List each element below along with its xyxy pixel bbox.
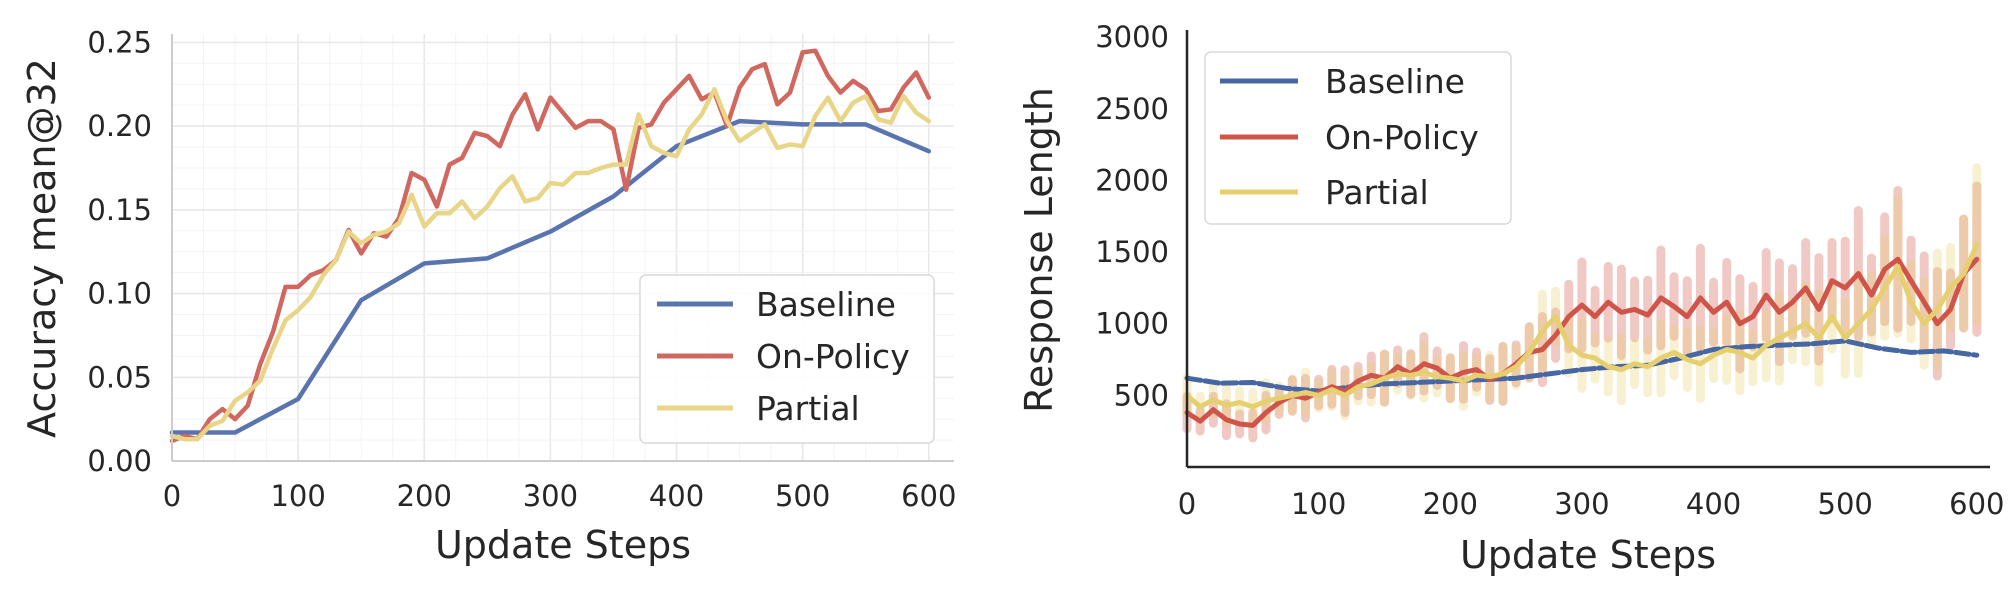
right-series-line-partial bbox=[1184, 242, 1980, 410]
left-series-line-baseline bbox=[169, 118, 932, 435]
left-y-tick-label: 0.20 bbox=[87, 109, 152, 143]
left-legend-label-baseline: Baseline bbox=[756, 285, 896, 324]
right-y-tick-label: 2500 bbox=[1095, 92, 1169, 126]
right-legend-box bbox=[1204, 51, 1512, 225]
right-legend-label-baseline: Baseline bbox=[1325, 62, 1465, 101]
left-y-tick-label: 0.15 bbox=[87, 193, 152, 227]
left-legend: Baseline On-Policy Partial bbox=[639, 274, 935, 444]
right-legend-label-partial: Partial bbox=[1325, 173, 1429, 212]
left-series-line-on-policy bbox=[169, 48, 932, 444]
left-x-tick-label: 300 bbox=[523, 479, 578, 513]
right-series-lines bbox=[1184, 242, 1980, 428]
left-legend-label-on-policy: On-Policy bbox=[756, 337, 910, 376]
left-x-tick-label: 600 bbox=[901, 479, 956, 513]
left-y-axis-title: Accuracy mean@32 bbox=[20, 58, 64, 438]
left-y-tick-labels: 0.00 0.05 0.10 0.15 0.20 0.25 bbox=[87, 25, 152, 478]
right-legend-label-on-policy: On-Policy bbox=[1325, 118, 1479, 157]
left-x-tick-label: 200 bbox=[397, 479, 452, 513]
right-y-axis-title: Response Length bbox=[1017, 87, 1061, 413]
right-y-tick-label: 1500 bbox=[1095, 235, 1169, 269]
left-legend-box bbox=[639, 274, 935, 444]
accuracy-chart: 0 100 200 300 400 500 600 0.00 0.05 0.10 0.15 0.20… bbox=[20, 25, 956, 567]
right-x-axis-title: Update Steps bbox=[1460, 533, 1716, 577]
left-x-axis-title: Update Steps bbox=[435, 523, 691, 567]
right-y-tick-labels: 500 1000 1500 2000 2500 3000 bbox=[1095, 20, 1169, 412]
right-x-tick-label: 500 bbox=[1818, 487, 1873, 521]
right-x-tick-labels: 0 100 200 300 400 500 600 bbox=[1178, 487, 2005, 521]
left-x-tick-label: 100 bbox=[270, 479, 325, 513]
left-y-tick-label: 0.10 bbox=[87, 277, 152, 311]
left-x-tick-label: 500 bbox=[775, 479, 830, 513]
left-y-tick-label: 0.25 bbox=[87, 25, 152, 59]
left-x-tick-labels: 0 100 200 300 400 500 600 bbox=[163, 479, 957, 513]
left-y-tick-label: 0.05 bbox=[87, 360, 152, 394]
response-length-chart: 0 100 200 300 400 500 600 500 1000 1500 2000 2500 3… bbox=[1017, 20, 2005, 577]
right-y-tick-label: 1000 bbox=[1095, 307, 1169, 341]
right-x-tick-label: 400 bbox=[1686, 487, 1741, 521]
right-x-tick-label: 600 bbox=[1949, 487, 2004, 521]
right-y-tick-label: 2000 bbox=[1095, 163, 1169, 197]
left-series-line-partial bbox=[169, 87, 932, 442]
right-x-tick-label: 0 bbox=[1178, 487, 1196, 521]
right-x-tick-label: 200 bbox=[1423, 487, 1478, 521]
right-y-tick-label: 500 bbox=[1114, 378, 1169, 412]
left-legend-label-partial: Partial bbox=[756, 389, 860, 428]
right-legend: Baseline On-Policy Partial bbox=[1204, 51, 1512, 225]
left-x-tick-label: 400 bbox=[649, 479, 704, 513]
right-y-tick-label: 3000 bbox=[1095, 20, 1169, 54]
left-y-tick-label: 0.00 bbox=[87, 444, 152, 478]
right-x-tick-label: 100 bbox=[1291, 487, 1346, 521]
right-x-tick-label: 300 bbox=[1554, 487, 1609, 521]
left-x-tick-label: 0 bbox=[163, 479, 181, 513]
left-series-lines bbox=[169, 48, 932, 444]
right-series-line-on-policy bbox=[1184, 256, 1980, 428]
